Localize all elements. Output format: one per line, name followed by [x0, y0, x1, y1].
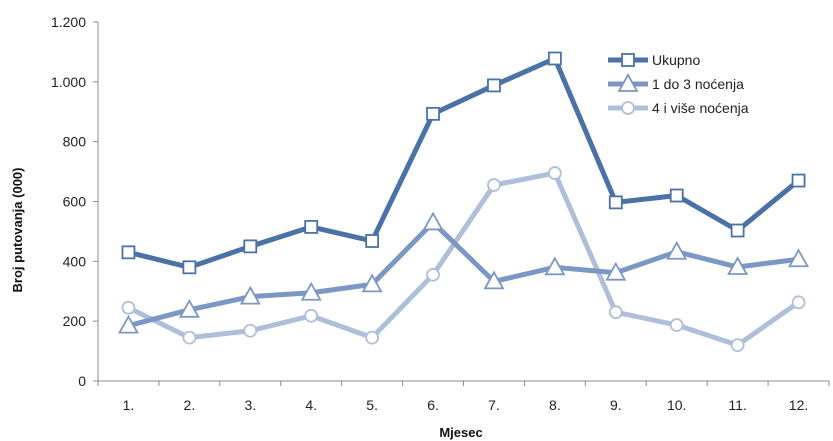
data-point: [487, 178, 501, 192]
series-layer: [117, 51, 810, 353]
legend-marker: [621, 53, 635, 67]
data-point: [117, 314, 139, 334]
data-point: [178, 298, 200, 318]
x-tick-label: 5.: [366, 397, 378, 413]
data-point: [121, 245, 136, 260]
x-tick-label: 7.: [488, 397, 500, 413]
x-tick-label: 6.: [427, 397, 439, 413]
data-point: [727, 256, 749, 275]
data-point: [243, 239, 258, 254]
data-point: [487, 78, 501, 93]
data-point: [426, 106, 440, 121]
x-tick-label: 9.: [610, 397, 622, 413]
x-tick-label: 11.: [728, 397, 746, 413]
legend-label: 1 do 3 noćenja: [652, 76, 744, 92]
y-tick-label: 1.200: [51, 14, 86, 30]
legend-marker: [617, 73, 639, 92]
legend-label: 4 i više noćenja: [652, 100, 749, 116]
legend-item: 1 do 3 noćenja: [608, 73, 744, 92]
data-point: [666, 240, 688, 260]
data-point: [547, 51, 562, 66]
y-axis-ticks: 0 200 400 600 800 1.000 1.200: [51, 14, 98, 389]
y-axis-label: Broj putovanja (000): [10, 168, 25, 293]
x-tick-label: 10.: [667, 397, 686, 413]
data-point: [547, 166, 562, 180]
data-point: [243, 323, 258, 338]
data-point: [422, 211, 444, 231]
axes: [97, 22, 829, 382]
data-point: [544, 256, 566, 276]
data-point: [730, 223, 745, 238]
x-tick-label: 4.: [305, 397, 317, 413]
data-point: [182, 260, 197, 275]
series-line: [127, 55, 801, 270]
y-tick-label: 600: [63, 194, 87, 210]
legend-marker: [621, 101, 635, 115]
data-point: [426, 267, 440, 282]
data-point: [669, 188, 684, 203]
y-tick-label: 200: [63, 313, 87, 329]
data-point: [304, 220, 319, 234]
data-point: [669, 318, 684, 332]
data-point: [791, 173, 806, 188]
x-axis-ticks: 1. 2. 3. 4. 5. 6. 7. 8. 9. 10. 11. 12.: [97, 381, 830, 413]
data-point: [608, 195, 623, 210]
x-tick-label: 12.: [789, 397, 808, 413]
data-point: [483, 270, 505, 290]
legend-item: Ukupno: [608, 52, 700, 68]
data-point: [300, 281, 322, 301]
x-tick-label: 3.: [244, 397, 256, 413]
data-point: [121, 300, 136, 315]
legend-item: 4 i više noćenja: [608, 100, 749, 116]
data-point: [182, 330, 197, 345]
data-point: [605, 261, 627, 281]
y-tick-label: 800: [63, 134, 87, 150]
x-tick-label: 2.: [184, 397, 196, 413]
data-point: [730, 338, 745, 353]
x-axis-label: Mjesec: [439, 425, 482, 440]
legend-label: Ukupno: [652, 52, 700, 68]
data-point: [239, 285, 261, 305]
data-point: [365, 234, 380, 248]
x-tick-label: 1.: [123, 397, 135, 413]
legend: Ukupno 1 do 3 noćenja 4 i više noćenja: [608, 52, 749, 116]
data-point: [304, 308, 319, 323]
series-1: [121, 51, 806, 275]
y-tick-label: 1.000: [51, 74, 86, 90]
series-3: [121, 166, 806, 353]
data-point: [608, 305, 623, 320]
series-line: [127, 170, 800, 348]
data-point: [791, 295, 806, 310]
series-2: [117, 211, 810, 334]
data-point: [361, 273, 383, 293]
x-tick-label: 8.: [549, 397, 561, 413]
y-tick-label: 400: [63, 253, 87, 269]
y-tick-label: 0: [78, 373, 86, 389]
data-point: [788, 248, 810, 268]
data-point: [365, 330, 380, 345]
series-line: [127, 219, 799, 329]
